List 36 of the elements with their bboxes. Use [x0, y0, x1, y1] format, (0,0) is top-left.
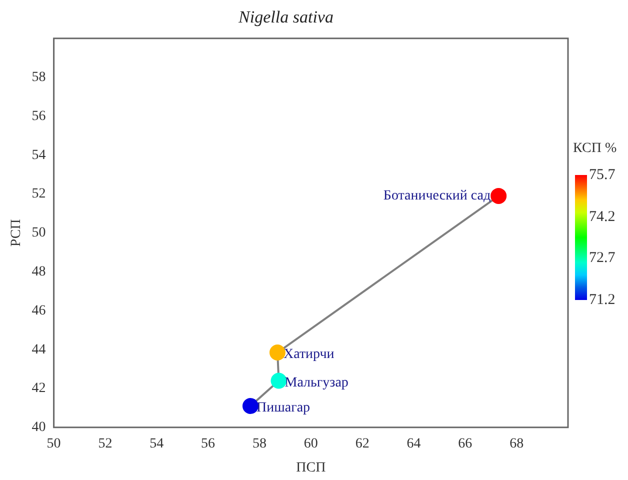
x-tick-label: 58: [252, 436, 266, 452]
annotation: Мальгузар: [284, 375, 348, 390]
annotation: Пишагар: [256, 400, 310, 416]
point: [270, 372, 287, 389]
chart-title: Nigella sativa: [238, 8, 334, 27]
x-tick-label: 50: [46, 436, 61, 452]
color-bar-label: 75.7: [589, 166, 616, 184]
x-tick-label: 60: [304, 436, 318, 452]
y-axis-title: РСП: [9, 219, 24, 247]
color-bar-label: 72.7: [589, 249, 616, 268]
y-tick-label: 40: [32, 420, 46, 436]
point: [490, 188, 507, 204]
x-tick-label: 64: [406, 436, 421, 452]
x-tick-label: 62: [355, 436, 370, 452]
y-tick-label: 42: [32, 381, 46, 396]
y-tick-label: 44: [32, 342, 46, 358]
point: [269, 344, 286, 361]
x-tick-label: 56: [201, 436, 216, 452]
point: [242, 398, 258, 414]
x-tick-label: 66: [458, 436, 472, 452]
y-tick-label: 52: [32, 186, 46, 202]
y-tick-label: 54: [32, 148, 46, 163]
color-bar-label: 71.2: [589, 291, 616, 309]
x-tick-label: 52: [98, 436, 112, 452]
y-tick-label: 56: [32, 108, 46, 124]
annotation: Ботанический сад: [383, 188, 491, 204]
color-bar-label: 74.2: [589, 208, 616, 226]
y-tick-label: 46: [32, 303, 46, 318]
x-axis-title: ПСП: [296, 460, 326, 476]
annotation: Хатирчи: [283, 347, 335, 362]
y-tick-label: 58: [32, 70, 46, 85]
y-tick-label: 50: [32, 226, 46, 241]
color-bar-title: КСП %: [573, 141, 617, 157]
x-tick-label: 54: [150, 436, 164, 452]
y-tick-label: 48: [32, 264, 46, 280]
x-tick-label: 68: [510, 436, 524, 452]
